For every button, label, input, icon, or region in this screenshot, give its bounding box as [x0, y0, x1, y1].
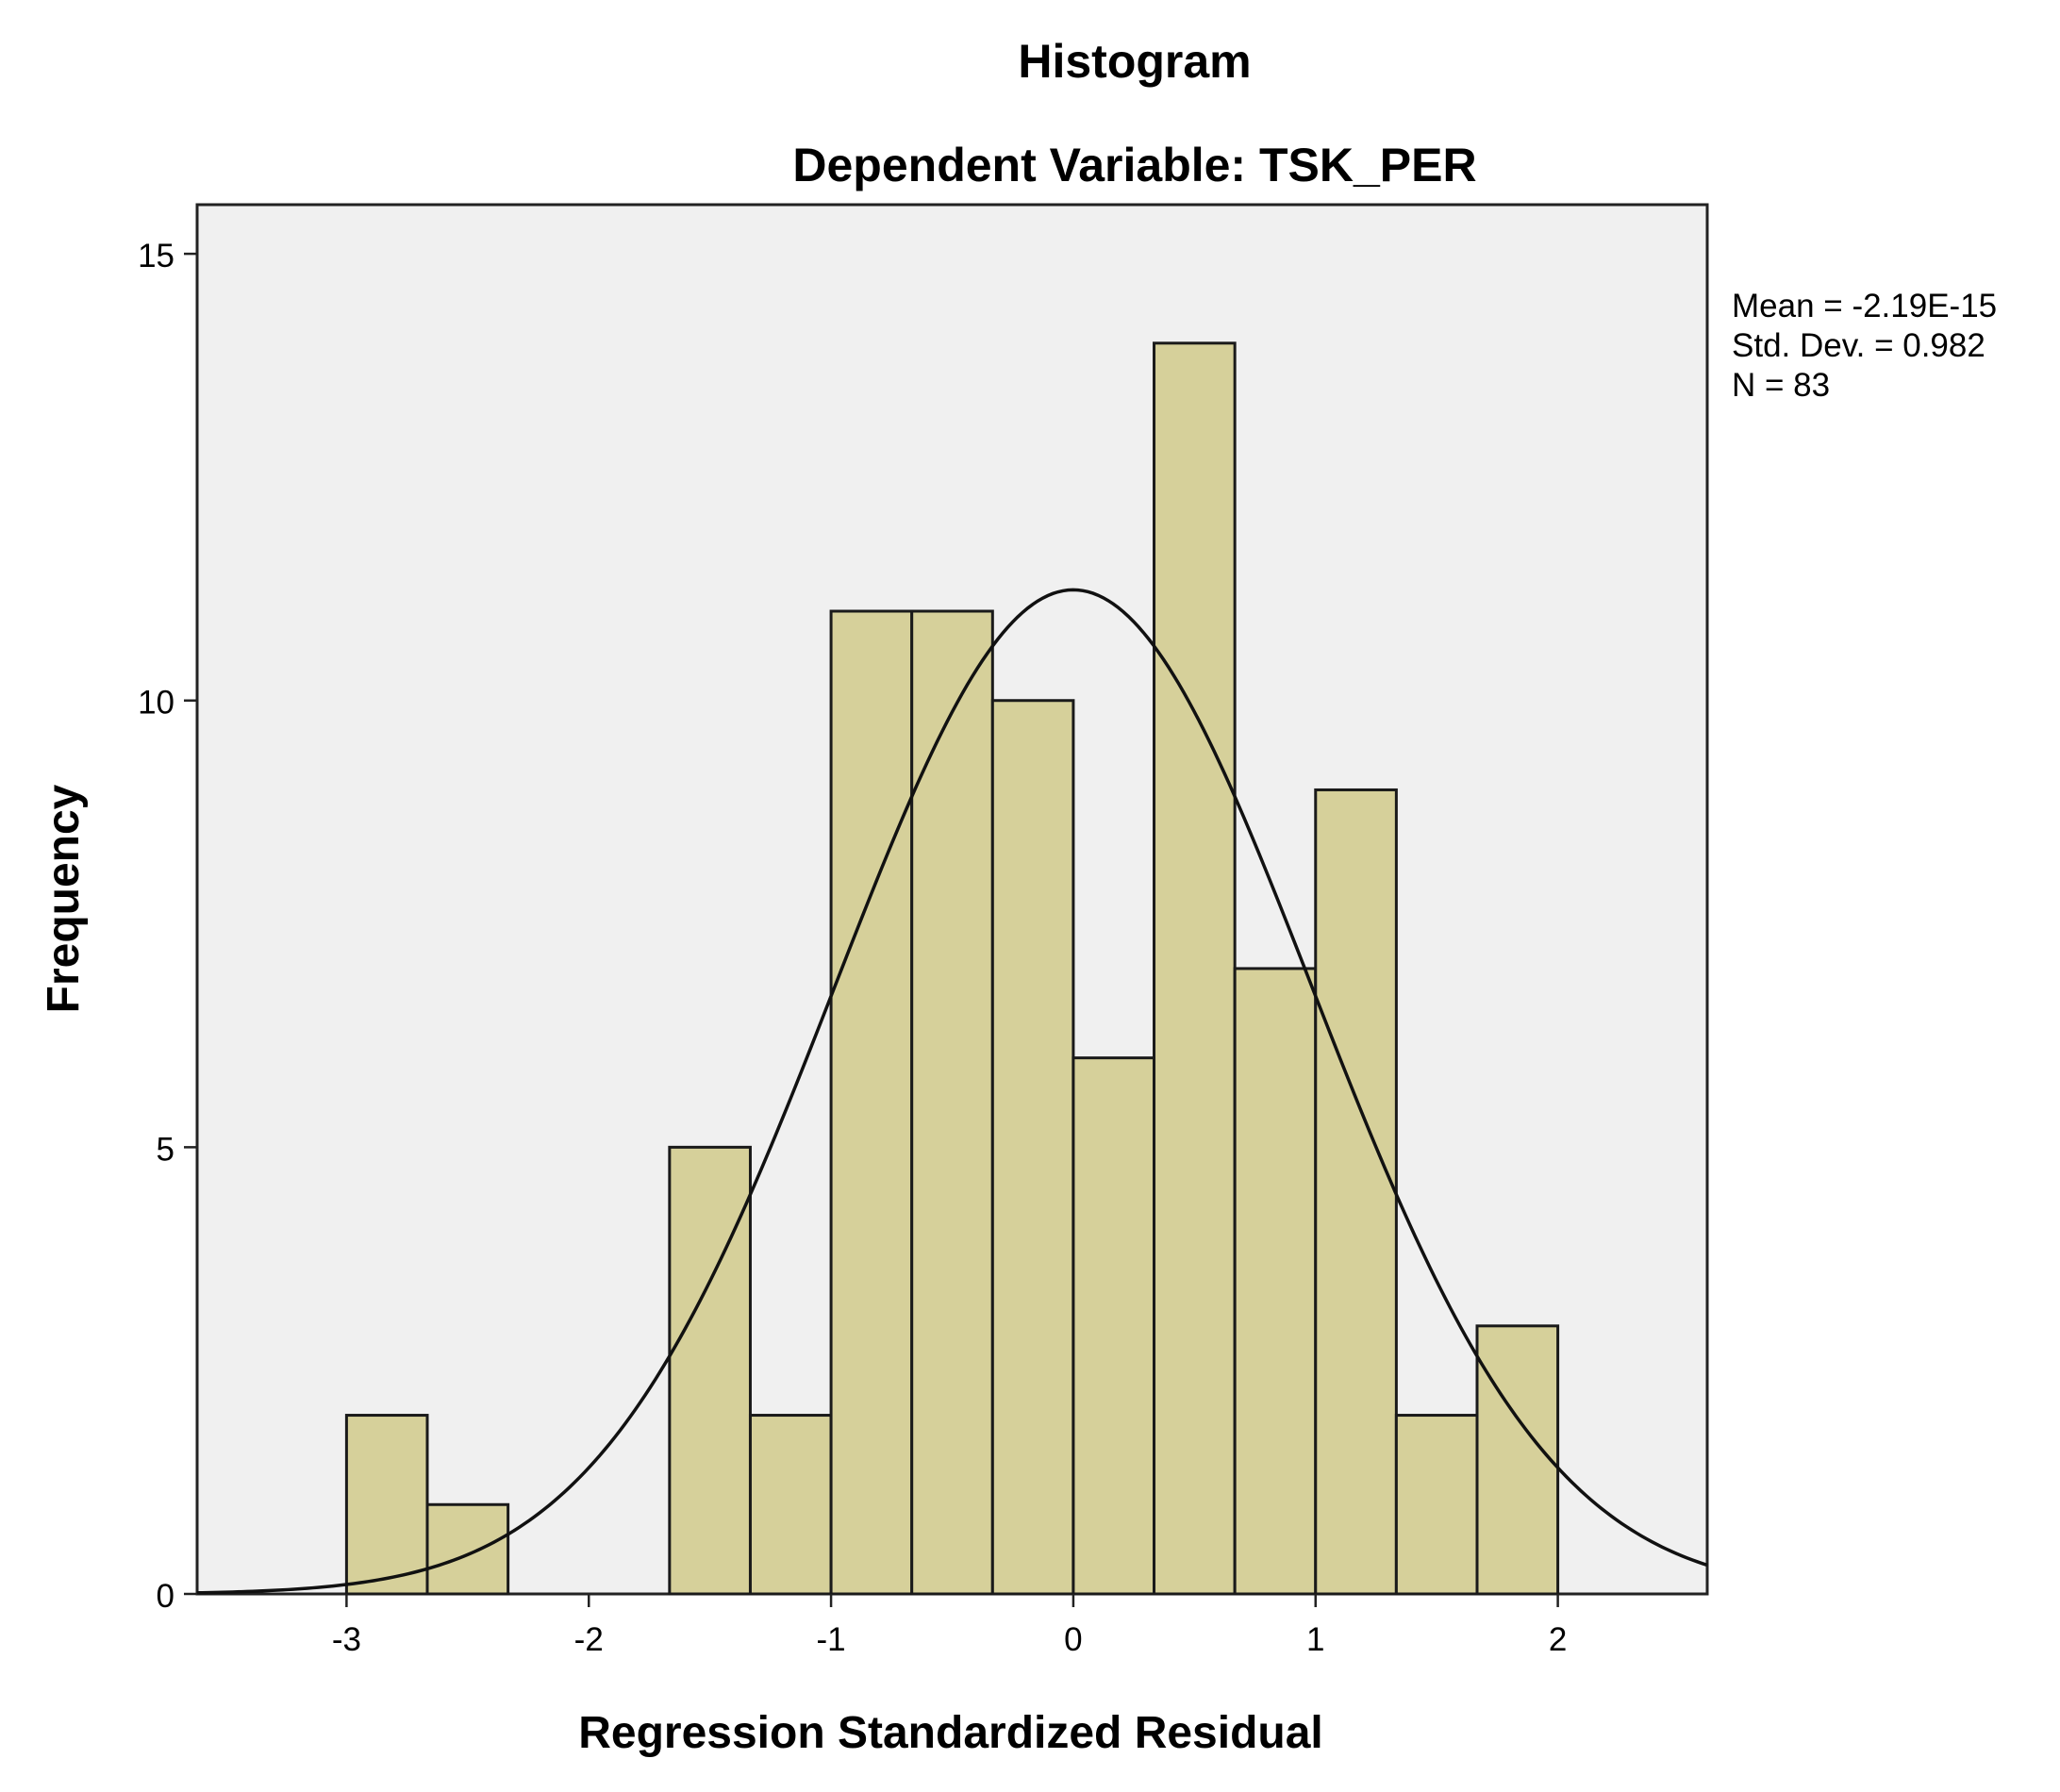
stats-mean: Mean = -2.19E-15 — [1732, 288, 1997, 324]
x-tick-label-0: -3 — [332, 1621, 361, 1658]
histogram-bar-10 — [1153, 341, 1237, 1596]
histogram-bar-14 — [1475, 1324, 1560, 1596]
y-tick-label-0: 0 — [157, 1578, 174, 1615]
x-tick-label-5: 2 — [1549, 1621, 1567, 1658]
normal-curve — [196, 588, 1708, 1595]
histogram-bar-1 — [425, 1502, 510, 1596]
stats-n: N = 83 — [1732, 367, 1830, 404]
x-tick-label-3: 0 — [1064, 1621, 1082, 1658]
x-tick-label-2: -1 — [817, 1621, 846, 1658]
histogram-bar-8 — [990, 699, 1075, 1596]
y-axis-title: Frequency — [39, 784, 89, 1013]
histogram-bar-11 — [1233, 967, 1318, 1596]
x-tick-label-1: -2 — [574, 1621, 604, 1658]
chart-subtitle: Dependent Variable: TSK_PER — [792, 139, 1476, 191]
histogram-bar-6 — [829, 609, 914, 1596]
y-tick-label-3: 15 — [138, 238, 174, 274]
histogram-bar-13 — [1394, 1414, 1479, 1596]
histogram-bar-7 — [910, 609, 994, 1596]
y-tick-label-1: 5 — [157, 1131, 174, 1168]
histogram-bar-0 — [344, 1414, 429, 1596]
bars-group — [344, 341, 1560, 1596]
axes-group: -3 -2 -1 0 1 2 0 5 10 15 — [138, 238, 1567, 1658]
histogram-bar-5 — [748, 1414, 833, 1596]
histogram-bar-9 — [1072, 1056, 1156, 1596]
histogram-bar-12 — [1314, 788, 1398, 1596]
chart-title: Histogram — [1018, 35, 1251, 88]
histogram-bar-4 — [668, 1145, 752, 1596]
stats-std-dev: Std. Dev. = 0.982 — [1732, 327, 1985, 364]
x-tick-label-4: 1 — [1306, 1621, 1324, 1658]
x-axis-title: Regression Standardized Residual — [578, 1708, 1323, 1758]
y-tick-label-2: 10 — [138, 685, 174, 722]
